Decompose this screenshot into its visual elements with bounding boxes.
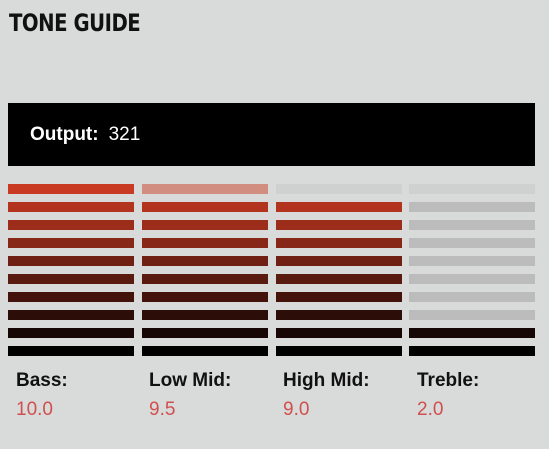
meter-segment — [8, 274, 134, 284]
meter-bass — [8, 184, 134, 358]
meter-segment — [276, 310, 402, 320]
meter-segment — [8, 238, 134, 248]
meter-segment — [142, 292, 268, 302]
meter-segment — [276, 274, 402, 284]
meter-segment — [409, 184, 535, 194]
meter-segment — [409, 274, 535, 284]
meter-segment — [409, 346, 535, 356]
band-value-high-mid: 9.0 — [283, 399, 310, 420]
band-value-low-mid: 9.5 — [149, 399, 176, 420]
meter-segment — [142, 310, 268, 320]
meter-segment — [8, 346, 134, 356]
meter-segment — [142, 256, 268, 266]
meter-segment — [8, 220, 134, 230]
tone-meters — [8, 184, 535, 358]
meter-treble — [409, 184, 535, 358]
meter-segment — [276, 346, 402, 356]
meter-segment — [409, 202, 535, 212]
meter-segment — [409, 310, 535, 320]
meter-segment — [8, 310, 134, 320]
meter-segment — [276, 292, 402, 302]
meter-segment — [409, 256, 535, 266]
page-title: TONE GUIDE — [9, 9, 141, 37]
output-display: Output: 321 — [8, 103, 535, 166]
meter-segment — [8, 202, 134, 212]
meter-segment — [142, 184, 268, 194]
meter-segment — [276, 220, 402, 230]
meter-segment — [8, 328, 134, 338]
meter-segment — [276, 202, 402, 212]
meter-segment — [142, 274, 268, 284]
meter-segment — [409, 238, 535, 248]
meter-segment — [276, 238, 402, 248]
band-label-low-mid: Low Mid: — [149, 370, 232, 391]
band-value-treble: 2.0 — [417, 399, 444, 420]
meter-segment — [142, 202, 268, 212]
meter-segment — [409, 292, 535, 302]
meter-segment — [142, 220, 268, 230]
meter-segment — [8, 184, 134, 194]
output-label: Output: — [30, 123, 99, 145]
meter-segment — [142, 328, 268, 338]
meter-segment — [8, 292, 134, 302]
output-value: 321 — [108, 123, 141, 145]
meter-segment — [142, 238, 268, 248]
meter-segment — [276, 328, 402, 338]
meter-segment — [409, 220, 535, 230]
band-value-bass: 10.0 — [16, 399, 53, 420]
band-label-bass: Bass: — [16, 370, 68, 391]
meter-segment — [276, 256, 402, 266]
band-label-high-mid: High Mid: — [283, 370, 370, 391]
meter-segment — [409, 328, 535, 338]
meter-high-mid — [276, 184, 402, 358]
meter-segment — [276, 184, 402, 194]
meter-segment — [8, 256, 134, 266]
meter-segment — [142, 346, 268, 356]
band-label-treble: Treble: — [417, 370, 480, 391]
meter-low-mid — [142, 184, 268, 358]
